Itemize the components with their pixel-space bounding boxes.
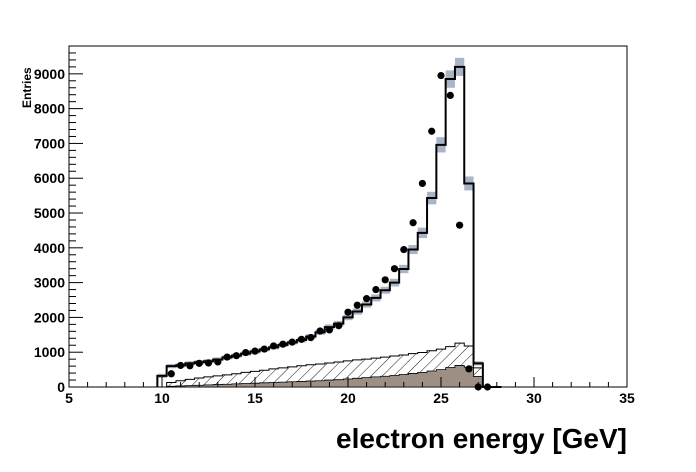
data-point — [390, 265, 399, 273]
data-point — [465, 365, 473, 373]
data-point — [325, 326, 333, 334]
data-point — [177, 361, 185, 370]
data-point — [270, 342, 278, 350]
data-point — [446, 91, 454, 100]
data-point — [297, 335, 306, 343]
data-point — [242, 348, 250, 357]
x-tick-label: 10 — [154, 390, 170, 406]
x-tick-label: 30 — [526, 390, 542, 406]
y-tick-label: 9000 — [34, 66, 65, 82]
data-point — [214, 358, 222, 366]
data-point — [232, 352, 240, 360]
data-point — [279, 340, 287, 348]
y-tick-label: 5000 — [34, 205, 65, 221]
data-point — [316, 327, 324, 335]
data-point — [363, 295, 371, 303]
data-points-layer — [167, 71, 492, 391]
filled-background-area — [157, 365, 502, 388]
data-point — [428, 127, 436, 135]
x-tick-label: 25 — [433, 390, 449, 406]
data-point — [288, 338, 296, 346]
data-point — [251, 347, 259, 355]
data-point — [456, 221, 464, 229]
x-tick-label: 15 — [247, 390, 263, 406]
y-tick-label: 8000 — [34, 101, 65, 117]
y-tick-label: 1000 — [34, 344, 65, 360]
simulation-step-line — [156, 65, 502, 388]
y-tick-label: 2000 — [34, 309, 65, 325]
data-point — [372, 285, 380, 294]
data-point — [307, 333, 315, 342]
filled-background-layer — [157, 365, 502, 388]
y-tick-label: 6000 — [34, 170, 65, 186]
x-tick-label: 5 — [65, 390, 73, 406]
x-tick-label: 20 — [340, 390, 356, 406]
data-point — [400, 245, 408, 254]
plot-frame — [68, 45, 628, 388]
y-axis-title: Entries — [20, 67, 34, 108]
y-tick-label: 3000 — [34, 275, 65, 291]
data-point — [223, 353, 231, 361]
x-axis: 5 10 15 20 25 30 35 — [65, 377, 635, 406]
data-point — [409, 219, 417, 227]
x-axis-title: electron energy [GeV] — [336, 423, 627, 454]
data-point — [353, 301, 361, 309]
data-point — [186, 362, 194, 370]
y-tick-label: 7000 — [34, 135, 65, 151]
y-axis: 0 1000 2000 3000 4000 5000 6000 7000 8000 9000 — [34, 45, 83, 395]
x-tick-label: 35 — [619, 390, 635, 406]
y-tick-label: 4000 — [34, 240, 65, 256]
data-point — [418, 179, 426, 188]
data-point — [483, 383, 492, 391]
data-point — [204, 359, 213, 367]
data-point — [381, 276, 389, 284]
data-point — [335, 322, 343, 330]
data-point — [167, 370, 175, 378]
y-tick-label: 0 — [57, 379, 65, 395]
data-point — [260, 345, 268, 353]
data-point — [195, 359, 203, 367]
data-point — [344, 308, 352, 316]
data-point — [437, 71, 445, 80]
